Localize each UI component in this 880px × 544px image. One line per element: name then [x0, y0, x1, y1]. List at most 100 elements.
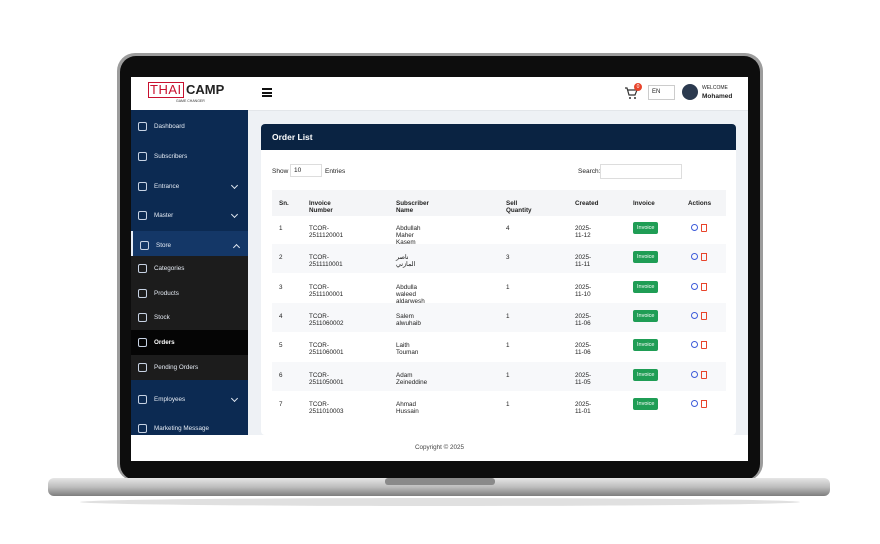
user-name[interactable]: Mohamed	[702, 93, 733, 100]
view-icon[interactable]	[691, 399, 698, 407]
table-cell: 1	[279, 225, 283, 232]
delete-icon[interactable]	[701, 370, 707, 379]
column-header: Subscriber Name	[396, 200, 429, 214]
view-icon[interactable]	[691, 370, 698, 378]
chevron	[230, 394, 239, 403]
table-cell: 4	[279, 312, 283, 320]
search-label: Search:	[578, 168, 601, 175]
column-header: Actions	[688, 200, 712, 207]
sidebar-icon	[138, 337, 147, 347]
sidebar-label: Subscribers	[154, 153, 188, 160]
sidebar-icon	[138, 211, 147, 220]
panel-title: Order List	[261, 124, 736, 150]
column-header: Sell Quantity	[506, 200, 532, 214]
delete-icon[interactable]	[701, 282, 707, 291]
chevron	[230, 181, 239, 190]
invoice-button[interactable]: Invoice	[633, 368, 659, 381]
table-cell: ناصر المازني	[396, 254, 416, 269]
invoice-button[interactable]: Invoice	[633, 397, 659, 410]
sidebar-icon	[138, 263, 147, 273]
sidebar-label: Entrance	[154, 183, 180, 190]
sidebar-label: Marketing Message	[154, 425, 209, 432]
sidebar-icon	[138, 395, 147, 404]
invoice-button[interactable]: Invoice	[633, 339, 659, 352]
view-icon[interactable]	[691, 253, 698, 261]
top-bar: THAI CAMP GAME CHANGER 0 EN WELCOME Moha…	[131, 77, 748, 111]
table-cell: Laith Touman	[396, 342, 419, 357]
delete-icon[interactable]	[701, 399, 707, 408]
sidebar-label: Pending Orders	[154, 363, 199, 371]
menu-toggle[interactable]	[262, 88, 272, 97]
entries-value: 10	[294, 167, 302, 174]
search-input[interactable]	[600, 164, 682, 179]
table-cell: 1	[506, 342, 510, 350]
invoice-button[interactable]: Invoice	[633, 222, 659, 234]
column-header: Invoice Number	[309, 200, 333, 214]
laptop-base	[48, 478, 830, 496]
delete-icon[interactable]	[701, 224, 707, 232]
sidebar-item[interactable]: Employees	[131, 385, 248, 415]
table-cell: TCOR-2511010003	[309, 400, 344, 415]
sidebar-item[interactable]: Stock	[131, 305, 248, 330]
sidebar-icon	[138, 288, 147, 298]
sidebar-item[interactable]: Products	[131, 281, 248, 306]
table-cell: Ahmad Hussain	[396, 400, 419, 415]
table-cell: Abdullah Maher Kasem	[396, 225, 421, 246]
notch	[385, 478, 495, 485]
invoice-button[interactable]: Invoice	[633, 280, 659, 293]
view-icon[interactable]	[691, 224, 698, 231]
delete-icon[interactable]	[701, 341, 707, 350]
table-cell: 5	[279, 342, 283, 350]
entries-select[interactable]: 10	[290, 164, 322, 177]
table-cell: 1	[506, 283, 510, 291]
sidebar-label: Dashboard	[154, 123, 185, 130]
view-icon[interactable]	[691, 311, 698, 319]
table-cell: 3	[506, 254, 510, 262]
sidebar-label: Stock	[154, 313, 170, 321]
language-select[interactable]: EN	[648, 85, 675, 100]
footer: Copyright © 2025	[131, 435, 748, 461]
chevron	[230, 210, 239, 219]
sidebar-item[interactable]: Categories	[131, 256, 248, 281]
sidebar-item[interactable]: Master	[131, 201, 248, 231]
sidebar: Dashboard Subscribers Entrance Master Store C…	[131, 110, 248, 461]
invoice-button[interactable]: Invoice	[633, 251, 659, 264]
table-cell: TCOR-2511110001	[309, 254, 343, 269]
delete-icon[interactable]	[701, 311, 707, 320]
table-cell: 6	[279, 371, 283, 379]
sidebar-item[interactable]: Entrance	[131, 172, 248, 202]
order-panel: Order List Show 10 Entries Search: Sn. In…	[261, 124, 736, 435]
table-cell: TCOR-2511100001	[309, 283, 344, 298]
sidebar-item[interactable]: Orders	[131, 330, 248, 355]
table-cell: 2025-11-01	[575, 400, 592, 415]
view-icon[interactable]	[691, 282, 698, 290]
sidebar-label: Employees	[154, 396, 186, 403]
chevron	[232, 243, 241, 252]
sidebar-icon	[138, 424, 147, 433]
table-cell: 1	[506, 371, 510, 379]
cart-count: 0	[634, 83, 642, 91]
shadow	[80, 498, 800, 506]
table-cell: 2025-11-06	[575, 312, 592, 327]
logo-thai: THAI	[148, 82, 184, 98]
table-cell: Adam Zeineddine	[396, 371, 428, 386]
logo-tagline: GAME CHANGER	[176, 99, 205, 103]
table-cell: 2025-11-06	[575, 342, 592, 357]
invoice-button[interactable]: Invoice	[633, 309, 659, 322]
sidebar-item[interactable]: Pending Orders	[131, 355, 248, 380]
sidebar-item[interactable]: Marketing Message	[131, 414, 248, 444]
table-cell: 2025-11-11	[575, 254, 592, 269]
table-cell: TCOR-2511050001	[309, 371, 344, 386]
view-icon[interactable]	[691, 341, 698, 349]
sidebar-item[interactable]: Subscribers	[131, 142, 248, 172]
language: EN	[652, 89, 661, 95]
table-cell: 2	[279, 254, 283, 262]
sidebar-icon	[138, 362, 147, 372]
table-cell: 2025-11-12	[575, 225, 592, 239]
column-header: Sn.	[279, 200, 289, 207]
sidebar-icon	[138, 152, 147, 161]
delete-icon[interactable]	[701, 253, 707, 262]
sidebar-label: Categories	[154, 264, 185, 272]
sidebar-item[interactable]: Dashboard	[131, 112, 248, 142]
